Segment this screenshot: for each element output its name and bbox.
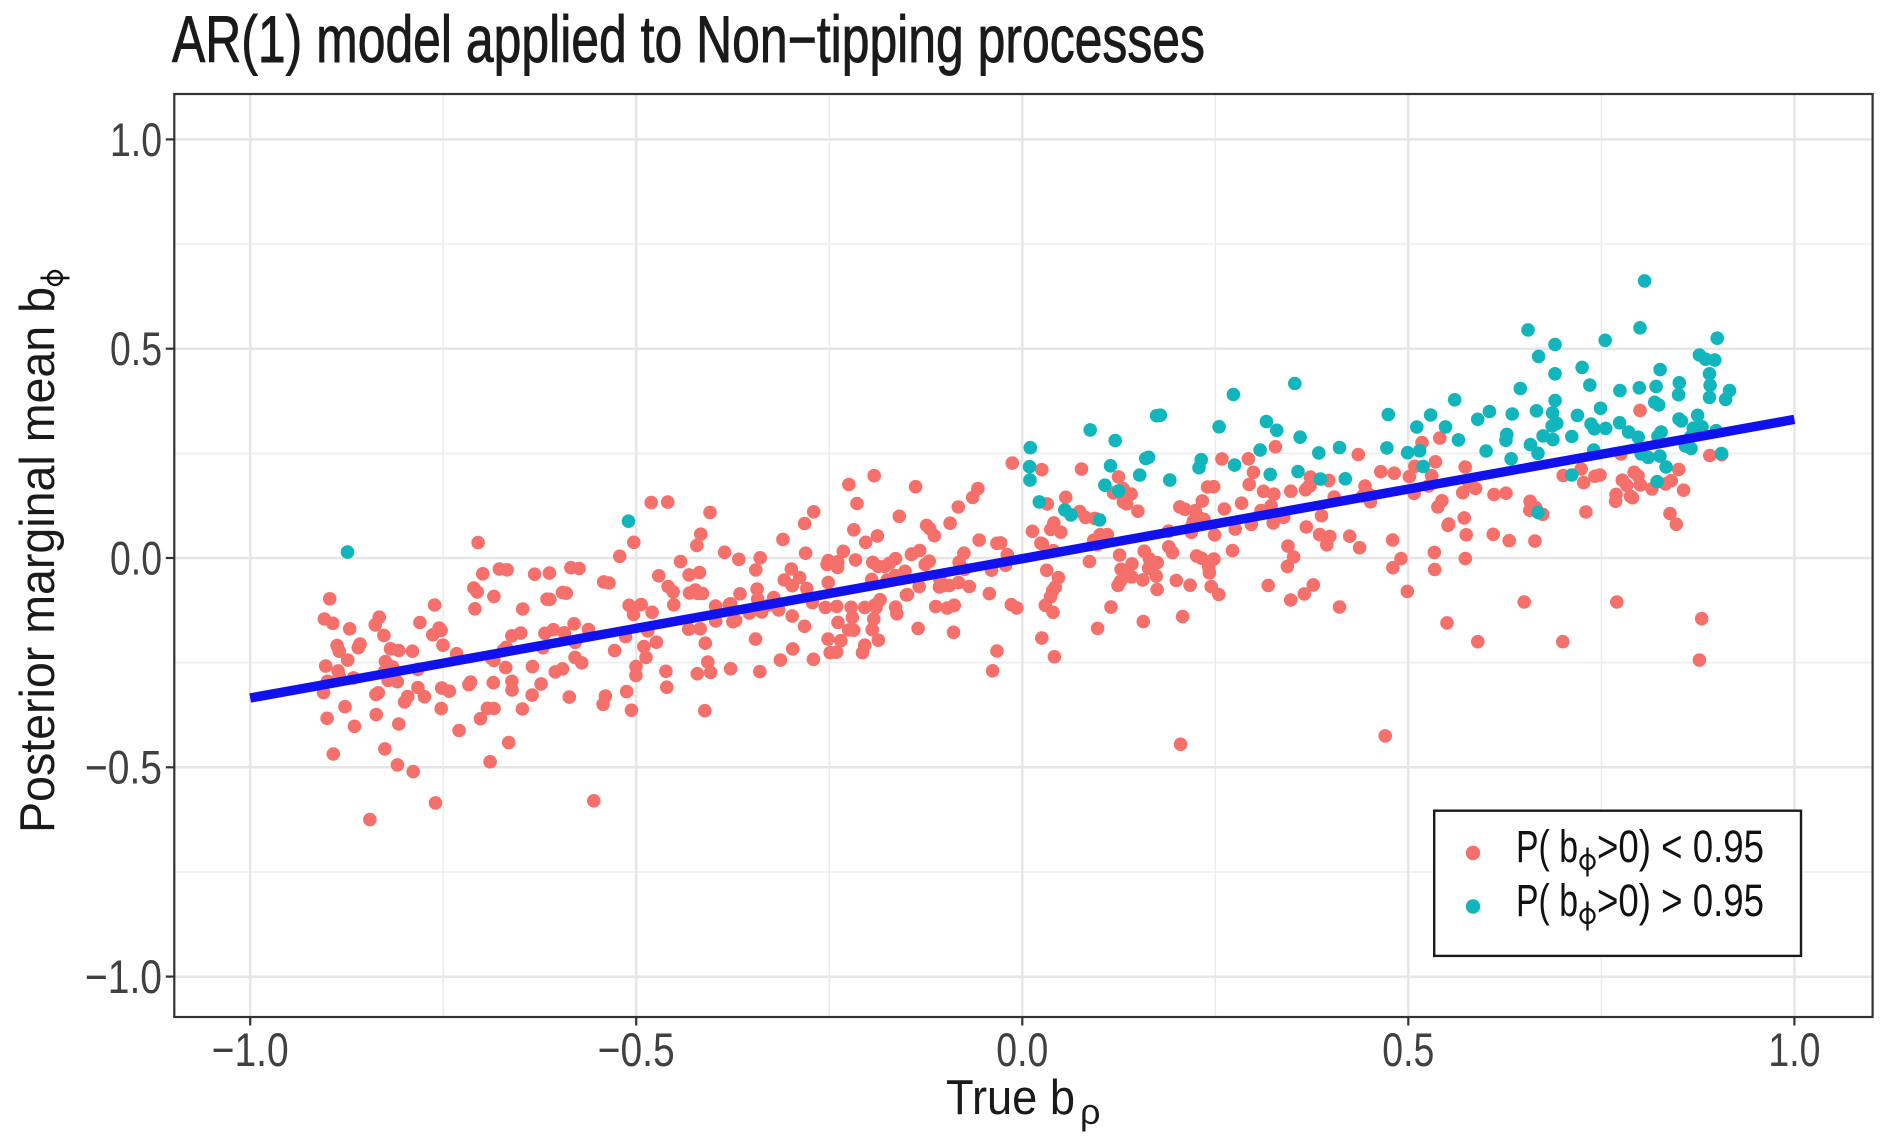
svg-text:>0) < 0.95: >0) < 0.95 <box>1597 821 1764 872</box>
svg-text:P( b: P( b <box>1516 821 1578 872</box>
svg-text:0.5: 0.5 <box>1382 1023 1434 1076</box>
svg-text:−0.5: −0.5 <box>598 1023 675 1076</box>
svg-text:1.0: 1.0 <box>110 113 162 166</box>
svg-text:>0) > 0.95: >0) > 0.95 <box>1597 875 1764 926</box>
svg-text:−0.5: −0.5 <box>85 741 162 794</box>
svg-text:Posterior marginal mean b: Posterior marginal mean b <box>11 287 65 833</box>
svg-text:−1.0: −1.0 <box>85 950 162 1003</box>
svg-text:True b: True b <box>946 1071 1075 1125</box>
svg-text:0.5: 0.5 <box>110 322 162 375</box>
svg-text:−1.0: −1.0 <box>212 1023 289 1076</box>
svg-text:AR(1) model applied to Non−tip: AR(1) model applied to Non−tipping proce… <box>172 2 1205 76</box>
svg-text:0.0: 0.0 <box>996 1023 1048 1076</box>
svg-text:0.0: 0.0 <box>110 531 162 584</box>
svg-text:P( b: P( b <box>1516 875 1578 926</box>
svg-text:1.0: 1.0 <box>1768 1023 1820 1076</box>
svg-text:ρ: ρ <box>1080 1091 1100 1132</box>
